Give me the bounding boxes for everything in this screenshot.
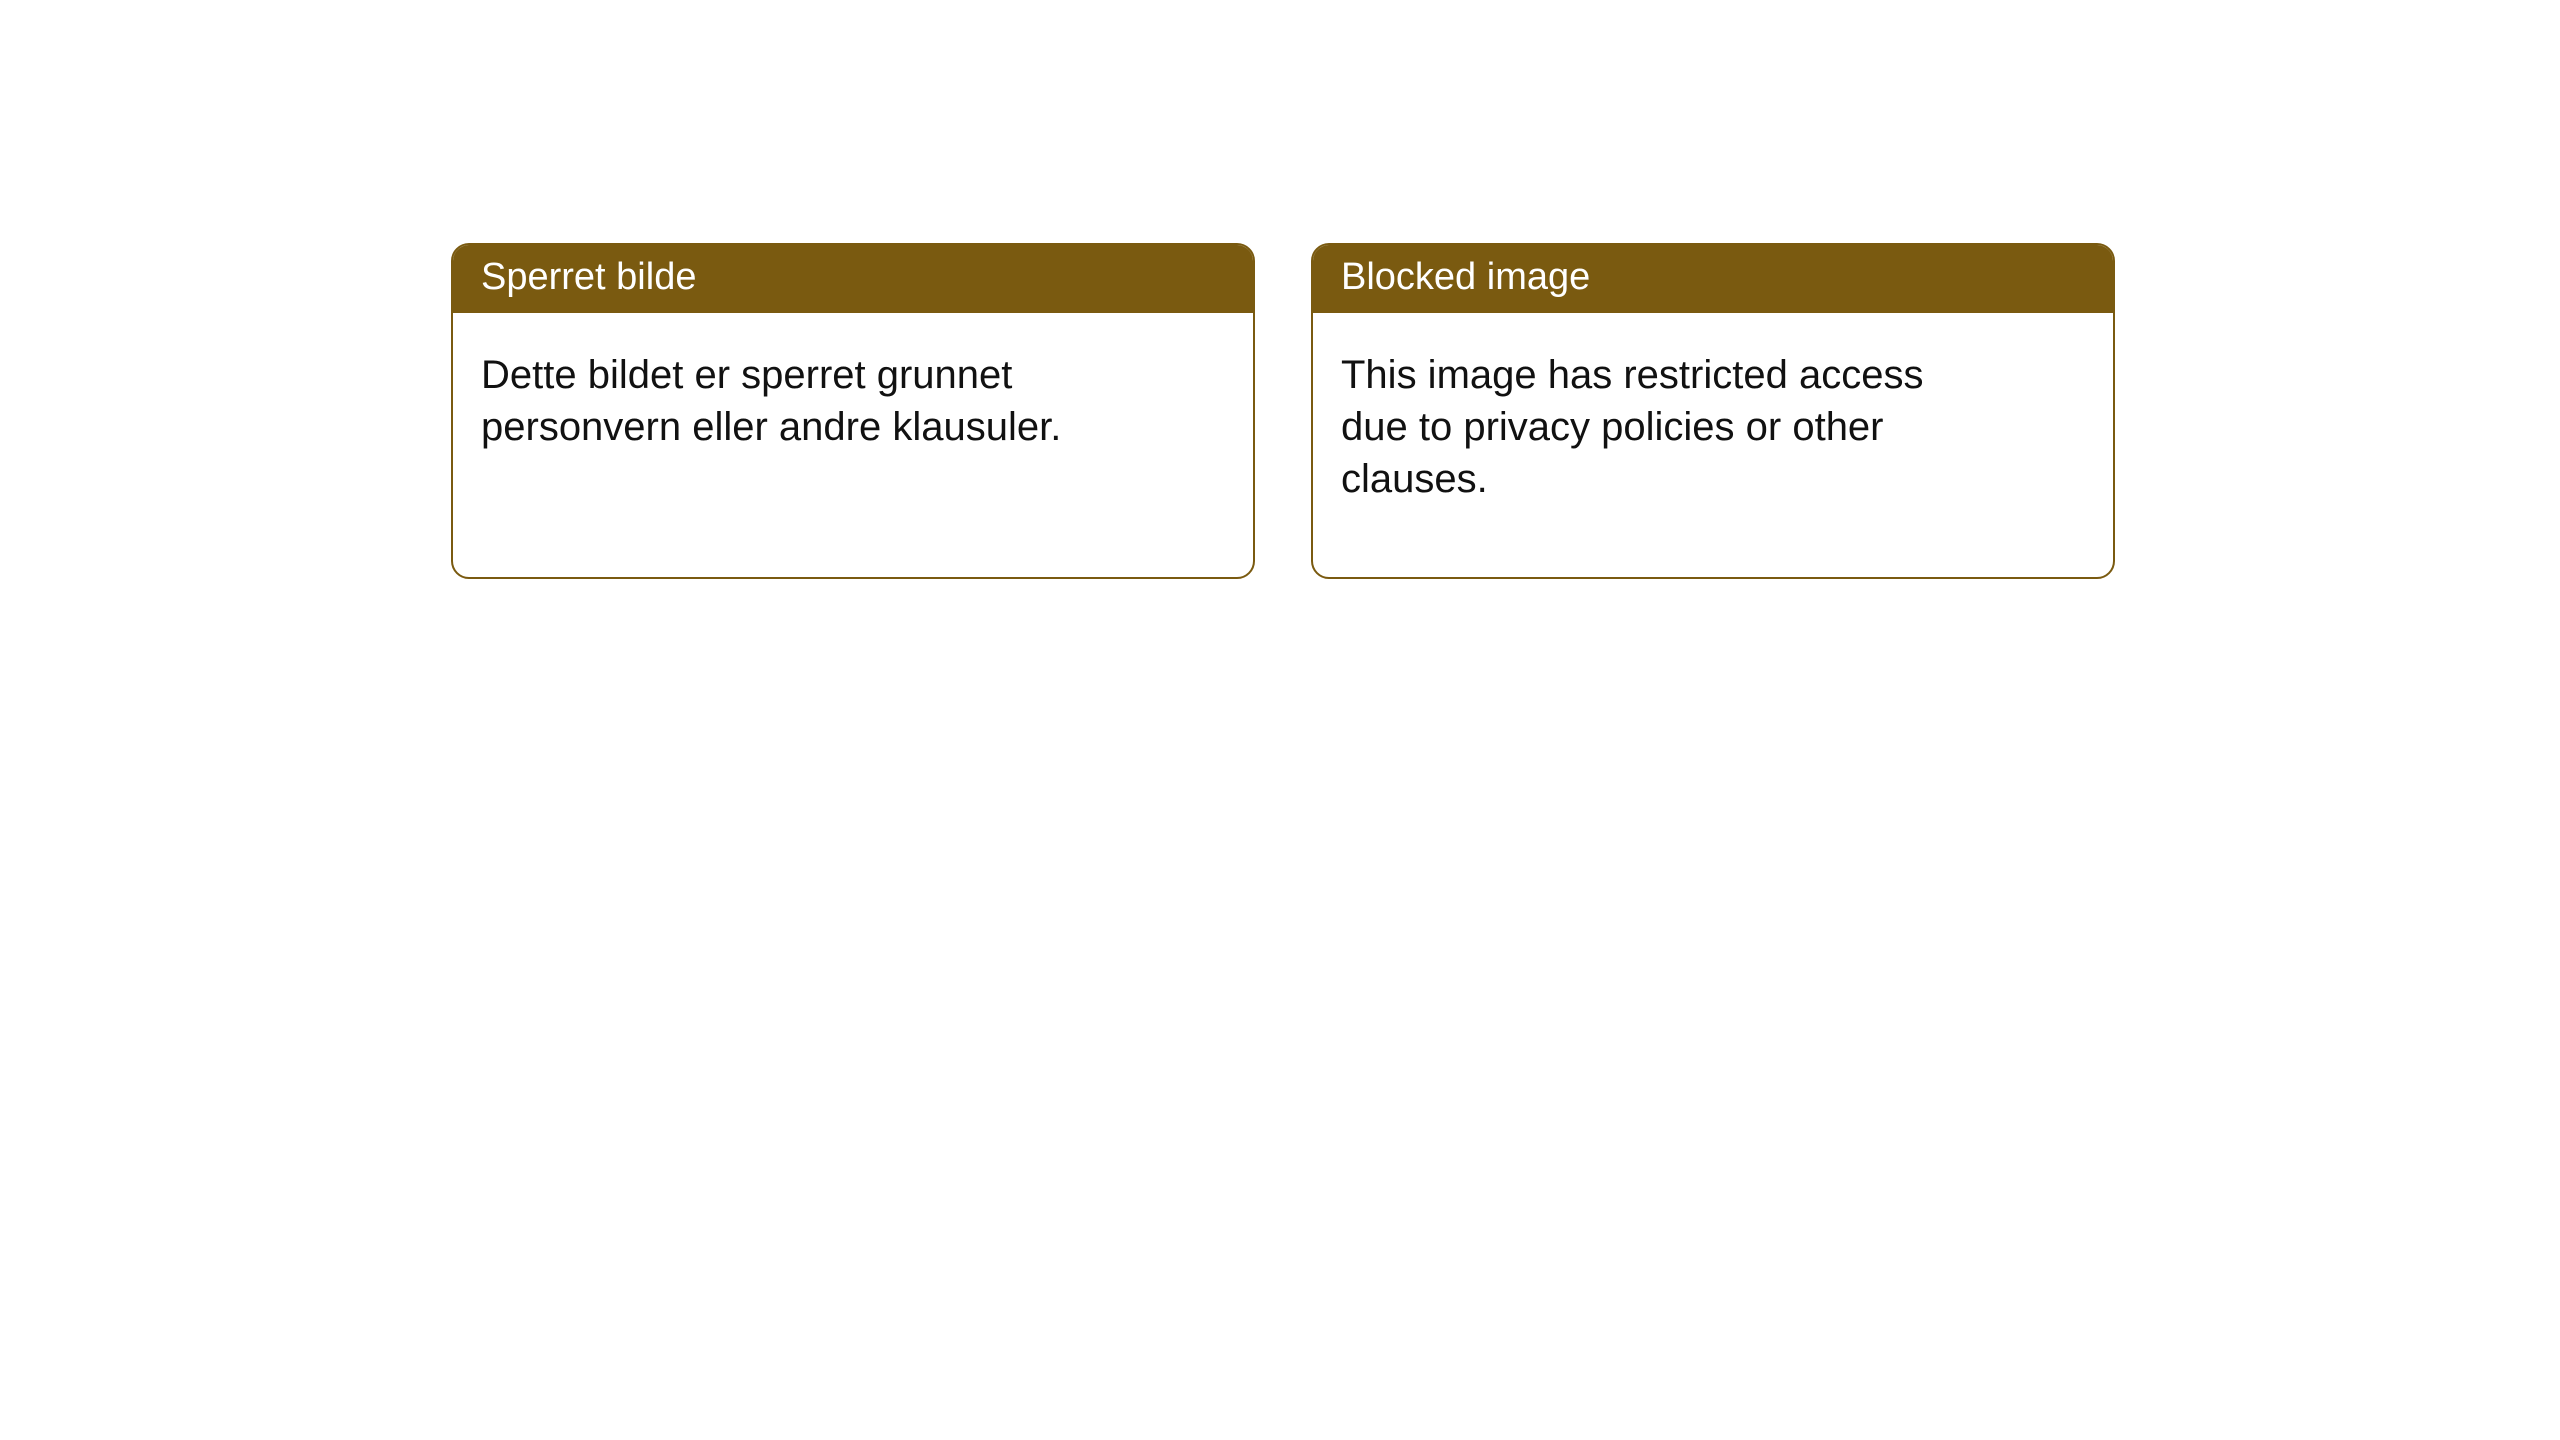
notice-box-english: Blocked image This image has restricted …: [1311, 243, 2115, 579]
notice-body-english: This image has restricted access due to …: [1313, 313, 1993, 533]
notice-body-norwegian: Dette bildet er sperret grunnet personve…: [453, 313, 1133, 481]
notice-box-norwegian: Sperret bilde Dette bildet er sperret gr…: [451, 243, 1255, 579]
notice-header-norwegian: Sperret bilde: [453, 245, 1253, 313]
notice-container: Sperret bilde Dette bildet er sperret gr…: [451, 243, 2115, 579]
notice-header-english: Blocked image: [1313, 245, 2113, 313]
